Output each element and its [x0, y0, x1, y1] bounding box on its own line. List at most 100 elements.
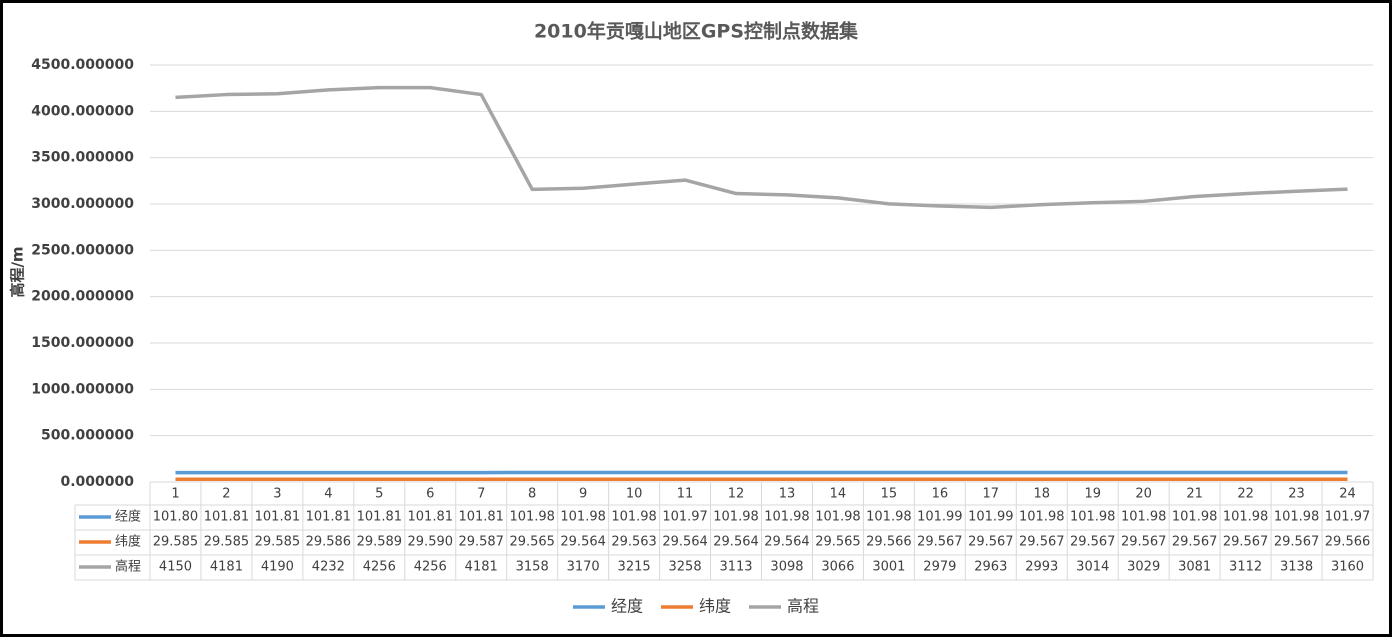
table-cell: 2979 — [923, 560, 956, 575]
table-cell: 29.567 — [968, 535, 1014, 550]
table-cell: 2963 — [974, 560, 1007, 575]
table-cell: 4181 — [465, 560, 498, 575]
table-cell: 4150 — [159, 560, 192, 575]
table-cell: 3258 — [669, 560, 702, 575]
table-cell: 29.567 — [1223, 535, 1269, 550]
table-cell: 101.98 — [1070, 510, 1116, 525]
table-cell: 101.98 — [509, 510, 555, 525]
table-cell: 29.564 — [713, 535, 759, 550]
table-cell: 3014 — [1076, 560, 1109, 575]
x-tick-label: 18 — [1033, 487, 1050, 502]
x-tick-label: 5 — [375, 487, 383, 502]
table-cell: 3098 — [770, 560, 803, 575]
y-axis-title: 高程/m — [9, 246, 27, 297]
y-tick-label: 3500.000000 — [31, 150, 134, 166]
y-tick-label: 4000.000000 — [31, 103, 134, 119]
table-cell: 3029 — [1127, 560, 1160, 575]
table-cell: 101.98 — [764, 510, 810, 525]
table-cell: 29.567 — [917, 535, 963, 550]
x-tick-label: 19 — [1084, 487, 1101, 502]
table-cell: 101.81 — [357, 510, 403, 525]
table-cell: 101.98 — [1121, 510, 1167, 525]
table-row-label: 经度 — [115, 509, 141, 525]
x-tick-label: 15 — [881, 487, 898, 502]
table-cell: 4232 — [312, 560, 345, 575]
x-tick-label: 16 — [932, 487, 949, 502]
table-cell: 29.567 — [1121, 535, 1167, 550]
table-cell: 2993 — [1025, 560, 1058, 575]
table-cell: 4256 — [363, 560, 396, 575]
table-cell: 29.567 — [1019, 535, 1065, 550]
table-cell: 3160 — [1331, 560, 1364, 575]
x-tick-label: 9 — [579, 487, 587, 502]
table-cell: 29.585 — [204, 535, 250, 550]
y-tick-label: 4500.000000 — [31, 57, 134, 73]
table-cell: 101.98 — [866, 510, 912, 525]
table-cell: 101.81 — [306, 510, 352, 525]
y-tick-label: 2000.000000 — [31, 289, 134, 305]
table-cell: 101.98 — [1019, 510, 1065, 525]
legend-label: 高程 — [787, 597, 819, 616]
table-cell: 29.589 — [357, 535, 403, 550]
table-cell: 29.590 — [408, 535, 454, 550]
y-tick-label: 2500.000000 — [31, 242, 134, 258]
chart-title: 2010年贡嘎山地区GPS控制点数据集 — [534, 20, 859, 43]
table-cell: 101.99 — [917, 510, 963, 525]
table-cell: 101.99 — [968, 510, 1014, 525]
table-cell: 29.565 — [509, 535, 555, 550]
x-tick-label: 24 — [1339, 487, 1356, 502]
table-cell: 101.98 — [713, 510, 759, 525]
x-tick-label: 11 — [677, 487, 694, 502]
table-cell: 29.564 — [764, 535, 810, 550]
table-cell: 3001 — [872, 560, 905, 575]
table-cell: 29.567 — [1070, 535, 1116, 550]
x-tick-label: 1 — [171, 487, 179, 502]
table-cell: 29.585 — [153, 535, 199, 550]
table-cell: 101.98 — [815, 510, 861, 525]
table-cell: 4256 — [414, 560, 447, 575]
data-line — [175, 85, 1348, 210]
table-cell: 101.80 — [153, 510, 199, 525]
table-cell: 29.564 — [662, 535, 708, 550]
table-cell: 29.586 — [306, 535, 352, 550]
x-tick-label: 3 — [273, 487, 281, 502]
x-tick-label: 13 — [779, 487, 796, 502]
x-tick-label: 20 — [1135, 487, 1152, 502]
x-tick-label: 17 — [983, 487, 1000, 502]
table-cell: 101.97 — [662, 510, 708, 525]
table-cell: 29.564 — [560, 535, 606, 550]
table-cell: 4190 — [261, 560, 294, 575]
y-tick-label: 3000.000000 — [31, 196, 134, 212]
table-cell: 29.565 — [815, 535, 861, 550]
table-cell: 29.566 — [1325, 535, 1371, 550]
x-tick-label: 23 — [1288, 487, 1305, 502]
table-cell: 3112 — [1229, 560, 1262, 575]
table-cell: 101.98 — [560, 510, 606, 525]
legend-label: 纬度 — [699, 597, 731, 616]
x-tick-label: 14 — [830, 487, 847, 502]
table-cell: 3138 — [1280, 560, 1313, 575]
table-row-label: 纬度 — [115, 534, 141, 550]
x-tick-label: 7 — [477, 487, 485, 502]
x-tick-label: 22 — [1237, 487, 1254, 502]
table-cell: 3066 — [821, 560, 854, 575]
table-row-label: 高程 — [115, 559, 141, 575]
table-cell: 101.81 — [458, 510, 504, 525]
table-cell: 3170 — [567, 560, 600, 575]
table-cell: 101.98 — [1172, 510, 1218, 525]
x-tick-label: 12 — [728, 487, 745, 502]
table-cell: 3215 — [618, 560, 651, 575]
x-tick-label: 8 — [528, 487, 536, 502]
table-cell: 101.98 — [1274, 510, 1320, 525]
table-cell: 3081 — [1178, 560, 1211, 575]
table-cell: 3158 — [516, 560, 549, 575]
y-tick-label: 500.000000 — [41, 428, 134, 444]
table-cell: 29.587 — [458, 535, 504, 550]
x-tick-label: 2 — [222, 487, 230, 502]
y-tick-label: 1000.000000 — [31, 381, 134, 397]
table-cell: 101.81 — [255, 510, 301, 525]
x-tick-label: 4 — [324, 487, 332, 502]
table-cell: 29.563 — [611, 535, 657, 550]
table-cell: 101.81 — [408, 510, 454, 525]
